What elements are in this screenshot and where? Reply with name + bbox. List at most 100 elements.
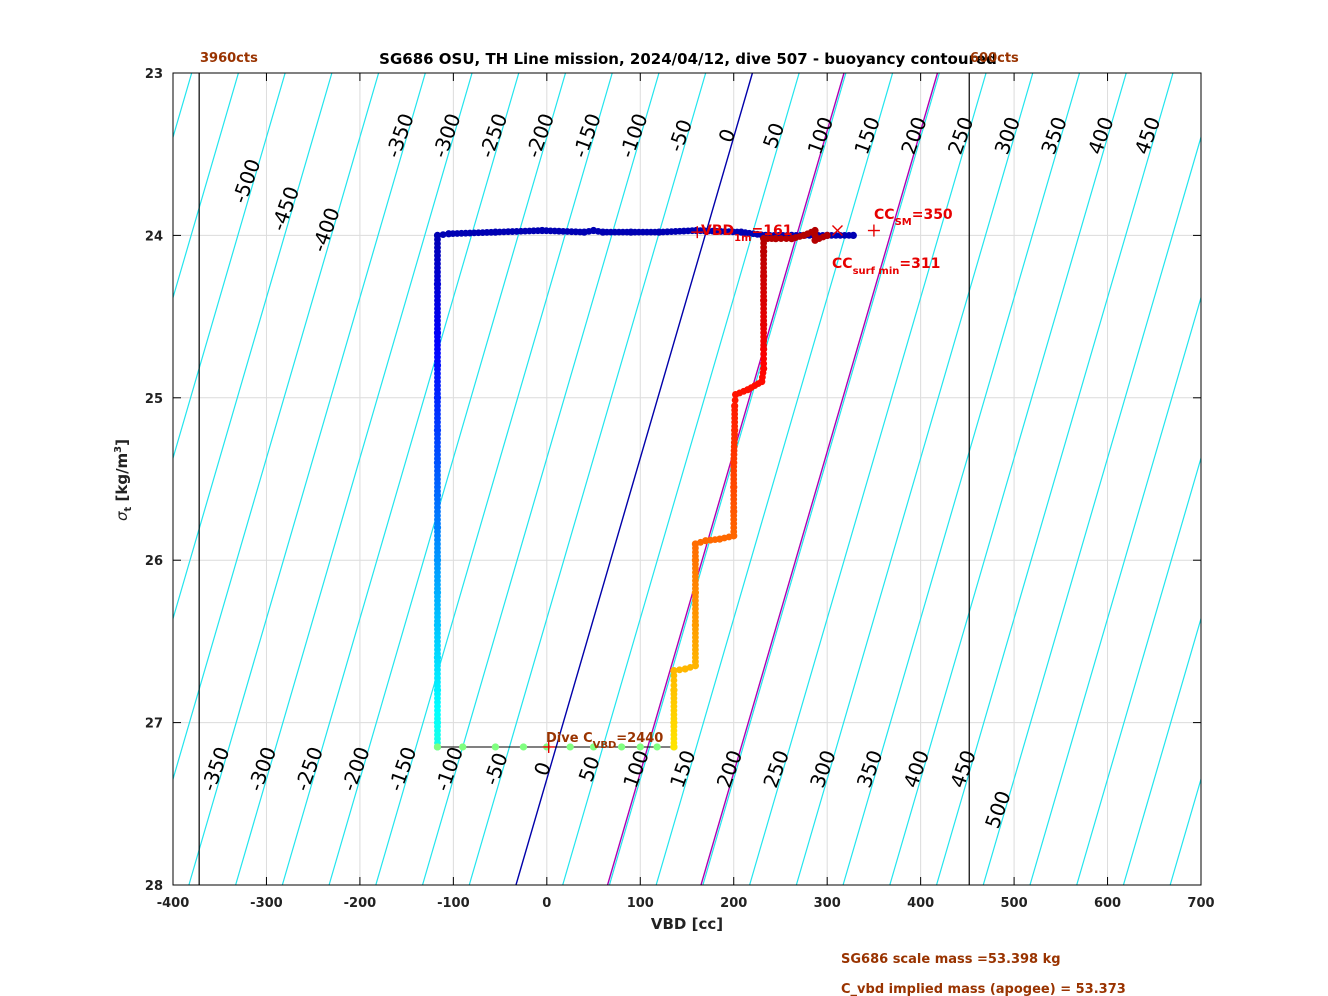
contour-label-top: -450 xyxy=(266,183,304,234)
cc-surf-min-marker xyxy=(831,225,843,237)
buoyancy-contour-line xyxy=(188,73,426,885)
y-tick-label: 26 xyxy=(145,554,163,569)
x-tick-label: -400 xyxy=(157,896,190,911)
contour-label-top: -250 xyxy=(474,110,512,161)
contour-label-bottom: 500 xyxy=(980,787,1016,831)
data-point xyxy=(433,743,442,751)
contour-label-bottom: 100 xyxy=(618,747,654,791)
y-tick-label: 24 xyxy=(145,229,163,244)
x-tick-label: -200 xyxy=(344,896,377,911)
buoyancy-contour-line xyxy=(842,73,1081,885)
reference-lines xyxy=(515,73,939,885)
axis-ticks: -400 -300 -200 -100 0 100 200 300 400 500 600 700 23… xyxy=(145,67,1215,911)
buoyancy-contour-line xyxy=(375,73,613,885)
buoyancy-contour-line xyxy=(655,73,894,885)
data-point xyxy=(519,743,528,751)
data-point xyxy=(617,743,626,751)
data-point xyxy=(670,686,678,694)
data-point xyxy=(731,396,739,404)
x-tick-label: -300 xyxy=(250,896,283,911)
x-tick-label: 700 xyxy=(1187,896,1214,911)
data-point xyxy=(777,235,785,243)
data-point xyxy=(589,743,598,751)
buoyancy-contour-line xyxy=(702,73,940,885)
buoyancy-contour-line xyxy=(982,135,1201,885)
x-tick-label: -100 xyxy=(437,896,470,911)
buoyancy-contour-line xyxy=(1264,73,1328,885)
x-tick-label: 200 xyxy=(720,896,747,911)
data-point xyxy=(670,667,678,675)
data-point xyxy=(636,743,644,751)
buoyancy-contour-line xyxy=(0,73,5,885)
data-point xyxy=(772,235,780,243)
data-point xyxy=(566,743,574,751)
buoyancy-contour-line xyxy=(749,73,987,885)
buoyancy-contour-line xyxy=(795,73,1034,885)
contour-label-bottom: -150 xyxy=(383,743,421,794)
x-tick-label: 600 xyxy=(1094,896,1121,911)
x-tick-label: 300 xyxy=(814,896,841,911)
buoyancy-contour-line xyxy=(1169,776,1201,885)
contour-label-top: 300 xyxy=(989,114,1025,158)
contour-label-top: 200 xyxy=(896,114,932,158)
data-point xyxy=(459,743,467,751)
dive-cvbd-annotation: Dive CVBD=2440 xyxy=(546,731,663,751)
chart-title: SG686 OSU, TH Line mission, 2024/04/12, … xyxy=(379,50,997,68)
data-point xyxy=(439,231,447,238)
buoyancy-contours xyxy=(0,73,1328,885)
contour-label-top: 150 xyxy=(849,114,885,158)
contour-label-bottom: 300 xyxy=(805,747,841,791)
contour-label-bottom: -300 xyxy=(243,743,281,794)
profile-line xyxy=(436,229,854,748)
buoyancy-contour-line xyxy=(889,73,1127,885)
contour-label-bottom: -200 xyxy=(337,743,375,794)
vbd-limit-lines xyxy=(198,73,970,885)
data-point xyxy=(811,226,819,235)
contour-label-bottom: -350 xyxy=(196,743,234,794)
buoyancy-contour-line xyxy=(173,73,193,140)
contour-label-bottom: 400 xyxy=(899,747,935,791)
buoyancy-contour-line xyxy=(562,73,800,885)
data-point xyxy=(653,743,661,751)
y-tick-label: 25 xyxy=(145,392,163,407)
data-point xyxy=(760,355,768,363)
contour-label-bottom: 450 xyxy=(945,747,981,791)
magenta-2-line xyxy=(700,73,939,885)
data-point xyxy=(823,231,831,239)
buoyancy-contour-line xyxy=(1076,455,1201,885)
contour-labels: -500-450 -400-350 -300 -250 -200 -150 -100 -50 0… xyxy=(196,110,1165,831)
data-point xyxy=(731,402,739,410)
x-axis-label: VBD [cc] xyxy=(651,915,723,933)
annotation-markers xyxy=(542,224,880,753)
buoyancy-contour-line xyxy=(173,73,380,782)
buoyancy-contour-line xyxy=(468,73,707,885)
contour-label-bottom: -250 xyxy=(290,743,328,794)
contour-label-top: -150 xyxy=(568,110,606,161)
x-tick-label: 0 xyxy=(542,896,551,911)
contour-label-bottom: 350 xyxy=(852,747,888,791)
left-limit-label: 3960cts xyxy=(200,51,258,66)
buoyancy-contour-line xyxy=(235,73,473,885)
buoyancy-contour-line xyxy=(1122,616,1201,885)
buoyancy-contour-line xyxy=(1029,295,1201,885)
contour-label-top: -500 xyxy=(227,156,265,207)
data-point xyxy=(676,666,683,674)
vbd-1m-annotation: VBD1m=161 xyxy=(701,223,793,244)
contour-label-top: -350 xyxy=(381,110,419,161)
implied-mass-text: C_vbd implied mass (apogee) = 53.373 xyxy=(841,982,1126,996)
buoyancy-contour-line xyxy=(0,73,52,885)
buoyancy-contour-line xyxy=(608,73,847,885)
buoyancy-contour-line xyxy=(935,73,1174,885)
contour-label-top: -300 xyxy=(428,110,466,161)
data-point xyxy=(782,235,790,243)
scale-mass-text: SG686 scale mass =53.398 kg xyxy=(841,952,1061,967)
buoyancy-contour-line xyxy=(281,73,520,885)
cc-surf-min-annotation: CCsurf min=311 xyxy=(832,256,940,277)
cc-sm-annotation: CCSM=350 xyxy=(874,207,953,228)
buoyancy-contour-line xyxy=(1310,73,1328,885)
buoyancy-contour-line xyxy=(0,73,98,885)
data-point xyxy=(760,360,768,368)
contour-label-top: 350 xyxy=(1036,114,1072,158)
contour-label-top: 400 xyxy=(1083,114,1119,158)
